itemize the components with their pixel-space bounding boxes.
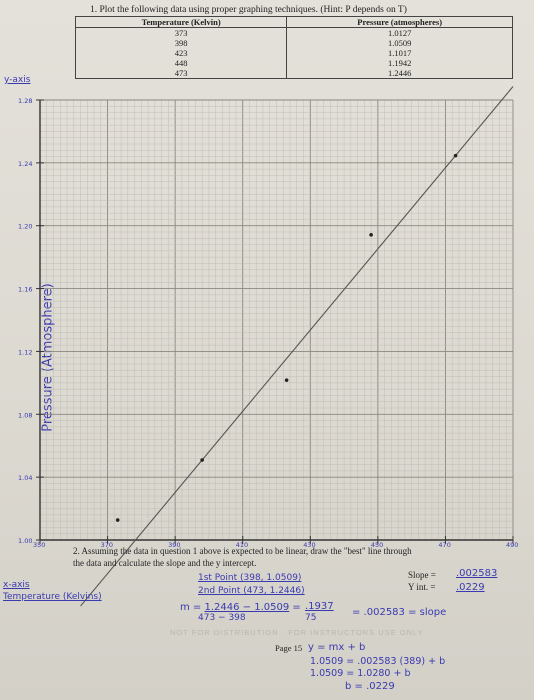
table-cell: 1.0509 [286,38,513,48]
equation-line-3: 1.0509 = 1.0280 + b [310,668,411,679]
table-cell: 1.0127 [286,27,513,38]
x-tick-label: 470 [438,541,450,549]
x-tick-label: 490 [506,541,518,549]
y-tick-label: 1.24 [18,160,32,168]
x-tick-label: 410 [236,541,248,549]
m-equals: = [292,602,301,613]
question-2-text: 2. Assuming the data in question 1 above… [73,546,412,556]
watermark-text: NOT FOR DISTRIBUTION · FOR INSTRUCTORS U… [170,628,424,637]
y-tick-label: 1.12 [18,348,32,356]
x-tick-label: 370 [101,541,113,549]
equation-line-1: y = mx + b [308,642,366,653]
table-cell: 473 [74,68,288,79]
x-tick-label: 350 [33,541,45,549]
table-row: 448 1.1942 [74,58,513,68]
slope-label: Slope = [408,570,436,580]
second-point-note: 2nd Point (473, 1.2446) [198,586,305,596]
first-point-note: 1st Point (398, 1.0509) [198,573,302,583]
page-number: Page 15 [275,643,303,653]
best-fit-line [80,86,514,607]
data-point [115,518,120,522]
y-tick-label: 1.08 [18,411,32,419]
y-tick-label: 1.00 [18,537,32,545]
m-result-denominator: 75 [305,613,317,623]
table-cell: 1.1017 [286,48,513,58]
table-row: 398 1.0509 [74,38,513,48]
table-cell: 373 [74,27,288,38]
table-row: 423 1.1017 [74,48,513,58]
data-table: Temperature (Kelvin) Pressure (atmospher… [74,16,513,79]
data-point [453,153,458,158]
y-axis-note: y-axis [4,75,31,85]
temperature-header: Temperature (Kelvin) [74,16,288,28]
data-point [369,233,373,237]
table-cell: 398 [74,38,288,48]
equation-line-4: b = .0229 [345,681,395,692]
table-row: 473 1.2446 [74,68,513,79]
slope-result: = .002583 = slope [352,607,447,618]
table-row: 373 1.0127 [74,27,513,38]
y-intercept-answer: .0229 [456,582,485,593]
table-header-row: Temperature (Kelvin) Pressure (atmospher… [74,16,513,28]
table-cell: 1.1942 [286,58,513,68]
y-tick-label: 1.16 [18,286,32,294]
m-denominator: 473 − 398 [198,613,246,623]
slope-calc-label: m = 1.2446 − 1.0509 = [180,602,301,613]
question-2-text-cont: the data and calculate the slope and the… [73,558,257,568]
y-tick-label: 1.04 [18,474,32,482]
m-result-numerator: .1937 [305,601,334,612]
y-tick-label: 1.20 [18,223,32,231]
table-cell: 448 [74,58,288,68]
m-numerator: 1.2446 − 1.0509 [204,602,290,613]
table-cell: 423 [74,48,288,58]
data-point [284,378,289,382]
x-tick-label: 450 [371,541,383,549]
pressure-header: Pressure (atmospheres) [286,16,513,28]
y-tick-label: 1.28 [18,97,32,105]
data-point [200,458,204,462]
m-label: m = [180,602,202,613]
x-axis-title: Temperature (Kelvins) [3,592,102,602]
question-1-text: 1. Plot the following data using proper … [90,5,407,15]
x-tick-label: 430 [303,541,315,549]
equation-line-2: 1.0509 = .002583 (389) + b [310,656,446,667]
slope-answer: .002583 [456,568,498,579]
x-axis-note: x-axis [3,580,30,590]
y-intercept-label: Y int. = [408,582,436,592]
table-cell: 1.2446 [286,68,513,79]
x-tick-label: 390 [168,541,180,549]
